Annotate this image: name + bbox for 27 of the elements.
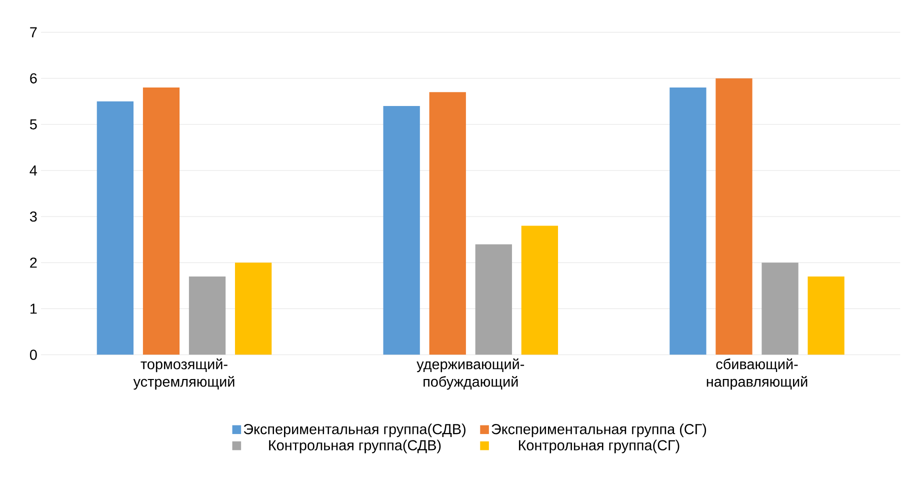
bar — [429, 92, 466, 355]
bar — [716, 78, 752, 355]
bar — [762, 262, 798, 355]
bar — [96, 101, 134, 355]
bar — [383, 106, 420, 355]
bar — [234, 262, 272, 355]
bar — [142, 88, 180, 355]
x-tick-label: тормозящий-устремляющий — [133, 358, 234, 390]
y-tick-label: 5 — [30, 119, 37, 130]
y-tick-label: 3 — [30, 212, 37, 222]
bar — [188, 276, 226, 355]
legend-label: Контрольная группа(СГ) — [518, 440, 680, 454]
y-tick-label: 6 — [30, 73, 37, 84]
legend-label: Экспериментальная группа (СГ) — [492, 424, 706, 438]
bar — [475, 244, 512, 355]
bar — [670, 88, 706, 355]
legend-label: Контрольная группа(СДВ) — [269, 440, 441, 454]
x-tick-label: удерживающий-побуждающий — [416, 358, 524, 390]
y-tick-label: 2 — [30, 258, 37, 268]
y-tick-label: 7 — [30, 27, 37, 38]
bar — [521, 226, 558, 355]
legend-label: Экспериментальная группа(СДВ) — [244, 424, 466, 438]
y-tick-label: 0 — [30, 350, 37, 360]
y-tick-label: 1 — [30, 304, 37, 314]
y-tick-label: 4 — [30, 166, 37, 176]
x-tick-label: сбивающий-направляющий — [706, 358, 808, 390]
bar — [808, 276, 844, 355]
